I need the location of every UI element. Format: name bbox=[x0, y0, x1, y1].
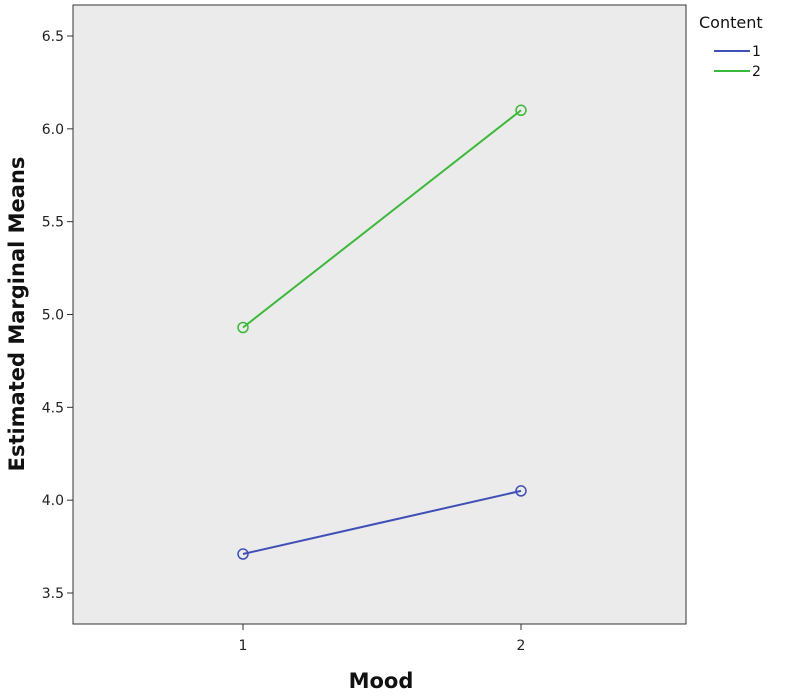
series-layer bbox=[237, 104, 527, 560]
legend-item: 1 bbox=[714, 44, 761, 60]
data-point bbox=[515, 485, 527, 497]
legend: Content 1 2 bbox=[699, 13, 763, 80]
legend-title: Content bbox=[699, 13, 763, 32]
y-tick-label: 6.5 bbox=[42, 29, 64, 45]
x-tick-label: 2 bbox=[517, 638, 526, 654]
legend-label: 2 bbox=[752, 64, 761, 80]
series-2 bbox=[237, 104, 527, 334]
plot-area bbox=[72, 4, 687, 625]
legend-item: 2 bbox=[714, 64, 761, 80]
y-tick-label: 4.5 bbox=[42, 400, 64, 416]
y-tick-label: 5.5 bbox=[42, 215, 64, 231]
y-tick-label: 4.0 bbox=[42, 493, 64, 509]
x-axis-title: Mood bbox=[349, 669, 414, 693]
series-line bbox=[242, 489, 522, 555]
data-point bbox=[237, 548, 249, 560]
x-tick-label: 1 bbox=[239, 638, 248, 654]
y-axis: 3.5 4.0 4.5 5.0 5.5 6.0 6.5 bbox=[42, 29, 73, 602]
y-axis-title: Estimated Marginal Means bbox=[5, 157, 29, 472]
series-line bbox=[242, 109, 522, 329]
data-point bbox=[237, 321, 249, 334]
y-tick-label: 5.0 bbox=[42, 308, 64, 324]
data-point bbox=[515, 104, 527, 117]
legend-label: 1 bbox=[752, 44, 761, 60]
series-1 bbox=[237, 485, 527, 560]
y-tick-label: 3.5 bbox=[42, 586, 64, 602]
y-tick-label: 6.0 bbox=[42, 122, 64, 138]
